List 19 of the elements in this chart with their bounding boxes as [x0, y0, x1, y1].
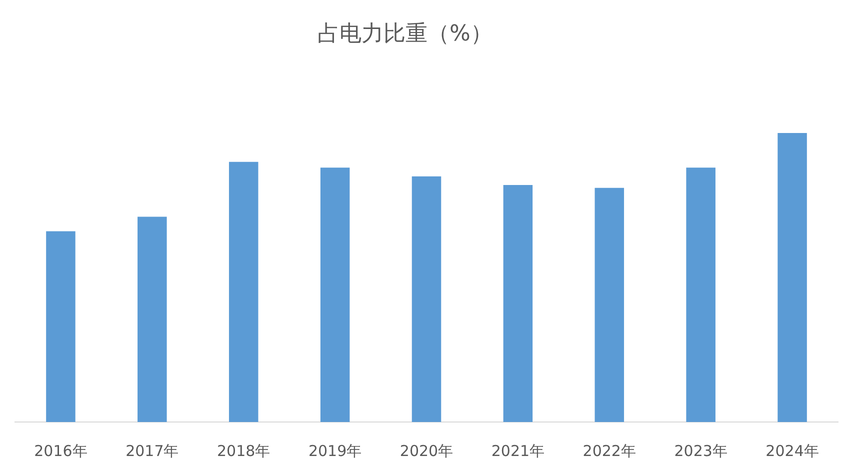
- x-tick-label: 2023年: [674, 442, 728, 460]
- x-tick-label: 2022年: [582, 442, 636, 460]
- x-tick-label: 2020年: [400, 442, 454, 460]
- bar: [778, 133, 807, 422]
- x-tick-label: 2018年: [217, 442, 270, 460]
- x-tick-label: 2017年: [126, 442, 179, 460]
- bar: [46, 231, 76, 422]
- x-tick-label: 2024年: [766, 442, 819, 460]
- x-tick-label: 2016年: [34, 442, 88, 460]
- bar: [594, 188, 624, 422]
- bar: [412, 176, 442, 422]
- bar: [138, 216, 167, 422]
- x-tick-label: 2019年: [308, 442, 362, 460]
- x-tick-label: 2021年: [491, 442, 545, 460]
- bar: [686, 168, 716, 422]
- bar: [320, 168, 350, 422]
- chart-title: 占电力比重（%）: [318, 22, 492, 47]
- bar: [503, 185, 533, 422]
- bar: [228, 162, 258, 422]
